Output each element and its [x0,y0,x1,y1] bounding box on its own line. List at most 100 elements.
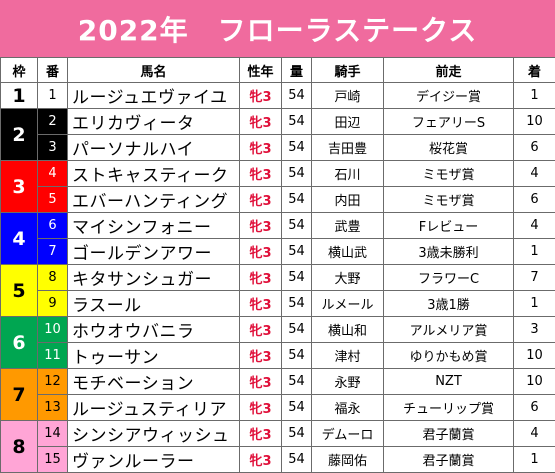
weight-cell: 54 [282,187,312,213]
horse-name-cell: モチベーション [68,369,240,395]
sex-age-cell: 牝3 [240,447,282,473]
sex-age-cell: 牝3 [240,395,282,421]
previous-race-cell: デイジー賞 [384,83,514,109]
jockey-cell: 石川 [312,161,384,187]
finish-cell: 10 [514,369,555,395]
previous-race-cell: NZT [384,369,514,395]
waku-cell: 8 [1,421,38,473]
jockey-cell: ルメール [312,291,384,317]
weight-cell: 54 [282,109,312,135]
waku-cell: 6 [1,317,38,369]
horse-name-cell: ヴァンルーラー [68,447,240,473]
finish-cell: 6 [514,135,555,161]
previous-race-cell: アルメリア賞 [384,317,514,343]
waku-cell: 4 [1,213,38,265]
horse-name-cell: エバーハンティング [68,187,240,213]
horse-number-cell: 11 [38,343,68,369]
previous-race-cell: 君子蘭賞 [384,421,514,447]
sex-age-cell: 牝3 [240,239,282,265]
finish-cell: 1 [514,239,555,265]
finish-cell: 6 [514,395,555,421]
horse-number-cell: 15 [38,447,68,473]
jockey-cell: 内田 [312,187,384,213]
horse-name-cell: ストキャスティーク [68,161,240,187]
horse-number-cell: 12 [38,369,68,395]
previous-race-cell: 桜花賞 [384,135,514,161]
sex-age-cell: 牝3 [240,317,282,343]
jockey-cell: 大野 [312,265,384,291]
finish-cell: 4 [514,421,555,447]
jockey-cell: デムーロ [312,421,384,447]
finish-cell: 7 [514,265,555,291]
jockey-cell: 戸崎 [312,83,384,109]
sex-age-cell: 牝3 [240,135,282,161]
jockey-cell: 横山武 [312,239,384,265]
horse-number-cell: 6 [38,213,68,239]
weight-cell: 54 [282,369,312,395]
sex-age-cell: 牝3 [240,109,282,135]
horse-number-cell: 10 [38,317,68,343]
previous-race-cell: ミモザ賞 [384,187,514,213]
sex-age-cell: 牝3 [240,213,282,239]
header-uma: 番 [38,58,68,83]
horse-name-cell: ホウオウバニラ [68,317,240,343]
sex-age-cell: 牝3 [240,265,282,291]
previous-race-cell: フラワーC [384,265,514,291]
horse-number-cell: 9 [38,291,68,317]
horse-name-cell: キタサンシュガー [68,265,240,291]
horse-name-cell: ルージュエヴァイユ [68,83,240,109]
finish-cell: 1 [514,447,555,473]
weight-cell: 54 [282,291,312,317]
jockey-cell: 藤岡佑 [312,447,384,473]
waku-cell: 2 [1,109,38,161]
horse-name-cell: ラスール [68,291,240,317]
sex-age-cell: 牝3 [240,83,282,109]
weight-cell: 54 [282,447,312,473]
horse-number-cell: 2 [38,109,68,135]
sex-age-cell: 牝3 [240,161,282,187]
jockey-cell: 永野 [312,369,384,395]
finish-cell: 1 [514,83,555,109]
finish-cell: 3 [514,317,555,343]
sex-age-cell: 牝3 [240,187,282,213]
previous-race-cell: 3歳未勝利 [384,239,514,265]
previous-race-cell: ゆりかもめ賞 [384,343,514,369]
header-prev: 前走 [384,58,514,83]
horse-name-cell: エリカヴィータ [68,109,240,135]
jockey-cell: 横山和 [312,317,384,343]
header-waku: 枠 [1,58,38,83]
sex-age-cell: 牝3 [240,343,282,369]
weight-cell: 54 [282,265,312,291]
horse-number-cell: 7 [38,239,68,265]
previous-race-cell: チューリップ賞 [384,395,514,421]
page-title: 2022年 フローラステークス [78,9,478,49]
header-jockey: 騎手 [312,58,384,83]
header-weight: 量 [282,58,312,83]
jockey-cell: 武豊 [312,213,384,239]
horse-name-cell: マイシンフォニー [68,213,240,239]
finish-cell: 10 [514,109,555,135]
header-sexage: 性年 [240,58,282,83]
horse-number-cell: 4 [38,161,68,187]
title-banner: 2022年 フローラステークス [0,0,555,57]
weight-cell: 54 [282,135,312,161]
horse-number-cell: 5 [38,187,68,213]
previous-race-cell: Fレビュー [384,213,514,239]
sex-age-cell: 牝3 [240,421,282,447]
weight-cell: 54 [282,213,312,239]
horse-name-cell: シンシアウィッシュ [68,421,240,447]
